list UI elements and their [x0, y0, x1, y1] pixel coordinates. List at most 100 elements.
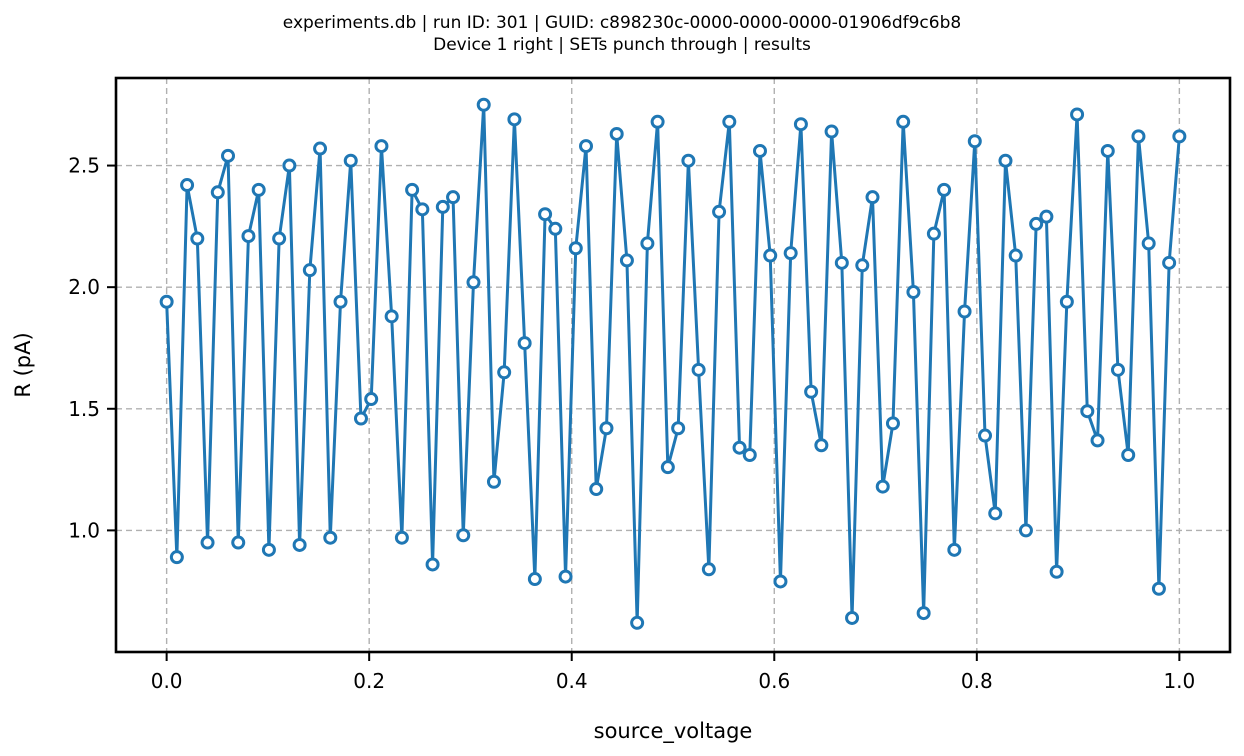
data-point [292, 537, 307, 552]
y-tick-label: 1.0 [68, 518, 100, 542]
data-point [640, 236, 655, 251]
data-point [1070, 107, 1085, 122]
data-point [957, 304, 972, 319]
data-point [1121, 447, 1136, 462]
data-point [415, 202, 430, 217]
data-point [599, 421, 614, 436]
x-tick-label: 0.6 [758, 669, 790, 693]
y-axis-label: R (pA) [11, 332, 35, 397]
data-point [1151, 581, 1166, 596]
data-point [875, 479, 890, 494]
data-point [1008, 248, 1023, 263]
data-point [466, 275, 481, 290]
data-point [507, 112, 522, 127]
series-layer [159, 97, 1187, 630]
data-point [712, 204, 727, 219]
data-point [221, 148, 236, 163]
data-point [978, 428, 993, 443]
data-point [906, 285, 921, 300]
y-tick-label: 2.5 [68, 154, 100, 178]
data-point [947, 542, 962, 557]
plot-frame [114, 76, 1232, 654]
data-point [261, 542, 276, 557]
data-point [210, 185, 225, 200]
data-point [353, 411, 368, 426]
x-tick-label: 0.8 [961, 669, 993, 693]
data-point [988, 506, 1003, 521]
data-point [302, 263, 317, 278]
data-point [405, 182, 420, 197]
data-point [834, 255, 849, 270]
data-point [313, 141, 328, 156]
data-point [333, 294, 348, 309]
data-point [527, 572, 542, 587]
data-point [169, 550, 184, 565]
data-point [763, 248, 778, 263]
data-point [394, 530, 409, 545]
data-point [1080, 404, 1095, 419]
data-point [568, 241, 583, 256]
data-point [916, 606, 931, 621]
y-tick-label: 2.0 [68, 275, 100, 299]
data-point [1018, 523, 1033, 538]
data-point [343, 153, 358, 168]
x-tick-label: 1.0 [1163, 669, 1195, 693]
data-point [1172, 129, 1187, 144]
x-tick-label: 0.2 [353, 669, 385, 693]
data-point [845, 610, 860, 625]
data-point [824, 124, 839, 139]
data-point [1029, 216, 1044, 231]
data-point [619, 253, 634, 268]
data-point [446, 190, 461, 205]
data-point [323, 530, 338, 545]
data-point [435, 199, 450, 214]
data-point [814, 438, 829, 453]
data-point [937, 182, 952, 197]
data-point [793, 117, 808, 132]
data-point [701, 562, 716, 577]
data-point [548, 221, 563, 236]
data-point [180, 178, 195, 193]
data-point [804, 384, 819, 399]
data-point [1049, 564, 1064, 579]
data-point [855, 258, 870, 273]
data-point [1100, 143, 1115, 158]
x-axis-label: source_voltage [594, 719, 753, 744]
data-point [865, 190, 880, 205]
data-point [896, 114, 911, 129]
data-point [200, 535, 215, 550]
data-point [742, 447, 757, 462]
data-point [926, 226, 941, 241]
data-point [998, 153, 1013, 168]
data-point [425, 557, 440, 572]
data-point [364, 392, 379, 407]
data-point [681, 153, 696, 168]
data-point [885, 416, 900, 431]
data-point [752, 143, 767, 158]
data-point [773, 574, 788, 589]
data-point [1141, 236, 1156, 251]
data-point [558, 569, 573, 584]
data-point [630, 615, 645, 630]
data-point [282, 158, 297, 173]
data-point [251, 182, 266, 197]
data-point [609, 126, 624, 141]
data-point [497, 365, 512, 380]
x-tick-label: 0.4 [556, 669, 588, 693]
data-point [272, 231, 287, 246]
chart-subtitle: Device 1 right | SETs punch through | re… [433, 35, 811, 55]
data-point [589, 482, 604, 497]
data-point [1110, 362, 1125, 377]
y-axis: 1.0 1.5 2.0 2.5 [68, 154, 116, 542]
data-point [456, 528, 471, 543]
data-point [538, 207, 553, 222]
data-point [783, 246, 798, 261]
data-point [231, 535, 246, 550]
data-point [732, 440, 747, 455]
data-point [967, 134, 982, 149]
series-line [165, 103, 1181, 625]
data-point [384, 309, 399, 324]
data-point [241, 229, 256, 244]
x-tick-label: 0.0 [151, 669, 183, 693]
